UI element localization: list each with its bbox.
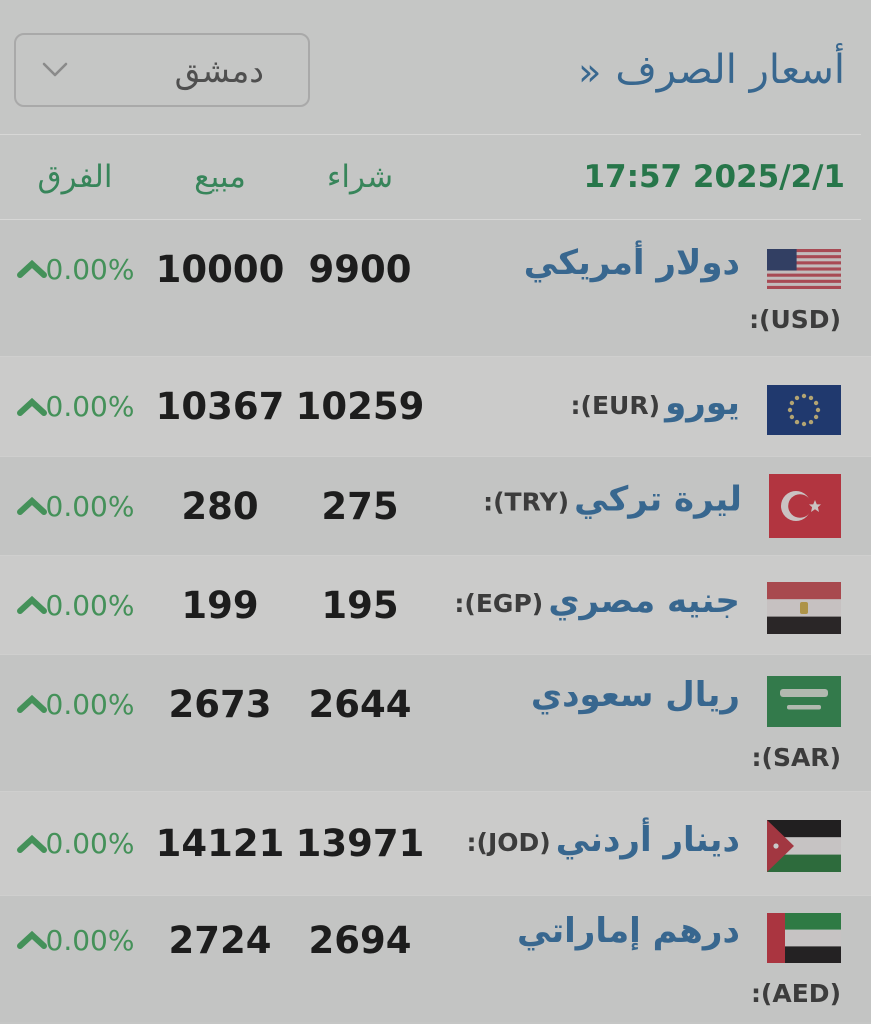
divider [0,356,871,357]
currency-name: ليرة تركي [574,479,742,520]
sell-value: 10000 [155,247,285,291]
trend-up-icon [16,930,47,949]
buy-value: 2644 [308,682,412,726]
currency-cell: ليرة تركي (TRY): [430,474,871,538]
change-cell: 0.00% [0,589,150,622]
change-cell: 0.00% [0,688,150,721]
currency-name: يورو [665,383,740,424]
currency-name: دولار أمريكي [523,242,740,283]
trend-up-icon [16,694,47,713]
trend-up-icon [16,834,47,853]
table-row[interactable]: ليرة تركي (TRY): 275 280 0.00% [0,457,871,555]
sell-value: 14121 [155,822,285,865]
city-select-value: دمشق [174,50,264,90]
currency-name: دينار أردني [555,819,740,860]
table-row[interactable]: يورو (EUR): 10259 10367 0.00% [0,357,871,456]
change-percent: 0.00% [45,588,135,622]
buy-value: 2694 [308,918,412,962]
currency-code: (USD): [749,305,841,334]
currency-code: (TRY): [483,487,570,517]
saudi-flag-icon [767,675,841,727]
change-cell: 0.00% [0,924,150,957]
page-title: أسعار الصرف [615,47,845,93]
change-cell: 0.00% [0,490,150,523]
currency-name: جنيه مصري [548,581,740,622]
sell-value: 199 [181,583,259,627]
change-percent: 0.00% [45,923,135,957]
divider [0,555,871,556]
chevron-left-icon: « [578,50,602,94]
change-percent: 0.00% [45,252,135,286]
chevron-down-icon [42,62,68,77]
trend-up-icon [16,259,47,278]
table-row[interactable]: دينار أردني (JOD): 13971 14121 0.00% [0,792,871,895]
currency-cell: درهم إماراتي (AED): [430,906,871,1012]
currency-name: درهم إماراتي [516,911,740,951]
column-diff: الفرق [37,159,113,195]
sell-value: 280 [181,484,259,528]
change-cell: 0.00% [0,390,150,423]
column-buy: شراء [326,159,394,195]
buy-value: 9900 [308,247,412,291]
divider [0,895,871,896]
sell-value: 10367 [155,385,285,428]
currency-code: (SAR): [751,742,841,772]
buy-value: 13971 [295,822,425,865]
trend-up-icon [16,397,47,416]
currency-cell: ريال سعودي (SAR): [430,670,871,777]
currency-cell: دينار أردني (JOD): [430,815,871,873]
currency-code: (EUR): [570,391,661,421]
change-percent: 0.00% [45,687,135,721]
sell-value: 2724 [168,918,272,962]
jordan-flag-icon [767,820,841,873]
table-row[interactable]: جنيه مصري (EGP): 195 199 0.00% [0,556,871,654]
turkey-flag-icon [769,474,841,538]
egypt-flag-icon [767,581,841,634]
table-row[interactable]: دولار أمريكي (USD): 9900 10000 0.00% [0,220,871,356]
currency-cell: دولار أمريكي (USD): [430,238,871,339]
trend-up-icon [16,496,47,515]
currency-name: ريال سعودي [530,674,740,715]
top-bar: أسعار الصرف « دمشق [0,0,871,134]
page-title-link[interactable]: أسعار الصرف « [578,46,845,94]
currency-code: (AED): [750,978,841,1008]
currency-cell: يورو (EUR): [430,378,871,435]
divider [0,456,871,457]
divider [0,219,861,220]
trend-up-icon [16,595,47,614]
change-percent: 0.00% [45,489,135,523]
change-percent: 0.00% [45,827,135,860]
divider [0,134,861,135]
currency-code: (EGP): [454,589,544,619]
change-cell: 0.00% [0,253,150,286]
city-select[interactable]: دمشق [14,33,310,107]
eu-flag-icon [767,384,841,435]
divider [0,791,871,792]
table-row[interactable]: ريال سعودي (SAR): 2644 2673 0.00% [0,655,871,791]
table-row[interactable]: درهم إماراتي (AED): 2694 2724 0.00% [0,896,871,1022]
buy-value: 10259 [295,385,425,428]
change-cell: 0.00% [0,827,150,860]
table-header: 17:57 2025/2/1 شراء مبيع الفرق [0,135,871,219]
buy-value: 195 [321,583,399,627]
us-flag-icon [767,249,841,289]
change-percent: 0.00% [45,390,135,423]
uae-flag-icon [767,912,841,963]
sell-value: 2673 [168,682,272,726]
buy-value: 275 [321,484,399,528]
currency-code: (JOD): [466,827,551,857]
last-updated: 17:57 2025/2/1 [583,159,845,195]
divider [0,654,871,655]
currency-cell: جنيه مصري (EGP): [430,576,871,634]
column-sell: مبيع [194,159,246,195]
